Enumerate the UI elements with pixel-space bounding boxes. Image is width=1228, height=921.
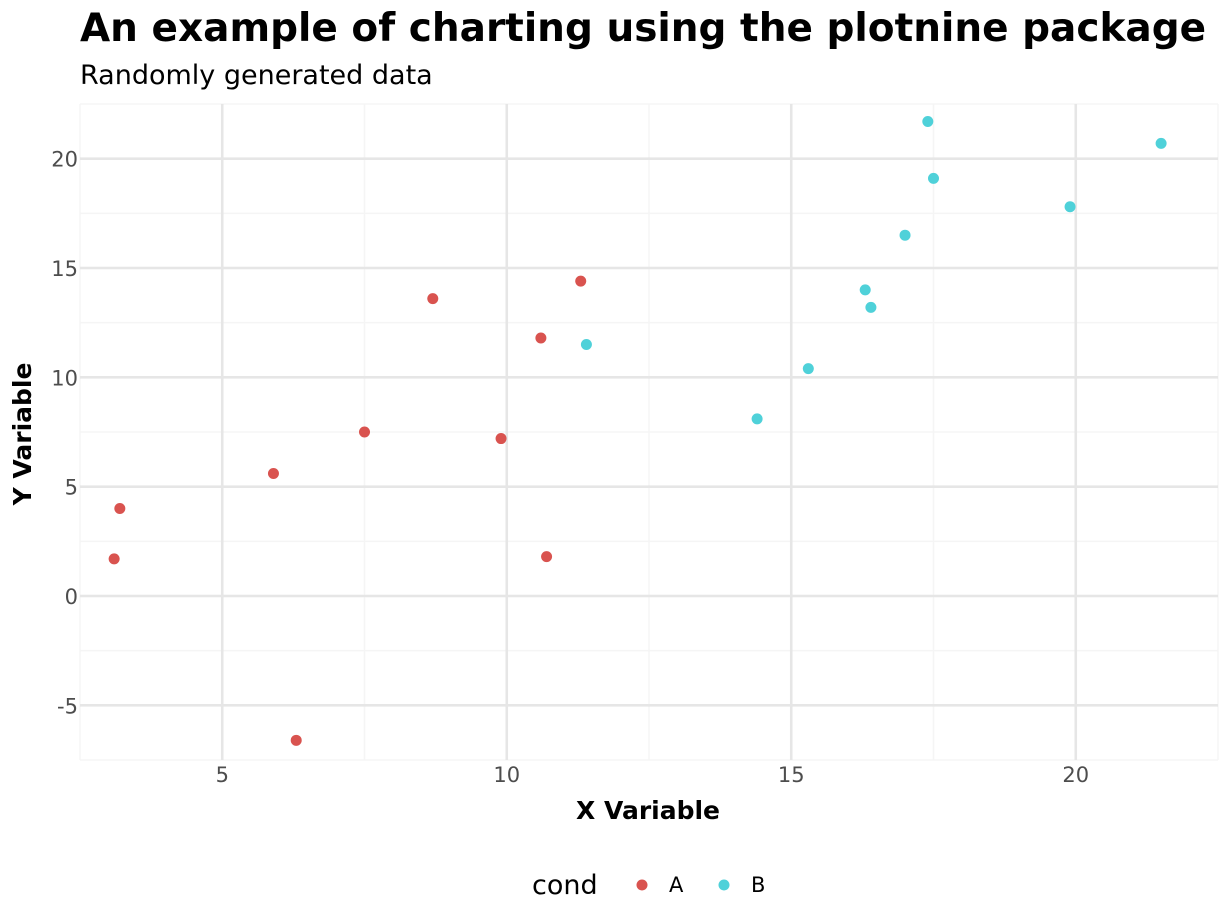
legend-label-b: B [751, 873, 765, 897]
y-axis-title: Y Variable [8, 363, 37, 507]
y-tick-label: 15 [51, 257, 78, 281]
x-tick-label: 10 [493, 763, 520, 787]
y-tick-label: 0 [65, 585, 78, 609]
data-point-a [535, 332, 547, 344]
data-point-a [108, 553, 120, 565]
minor-gridlines [79, 103, 1219, 761]
data-point-a [290, 734, 302, 746]
data-point-b [859, 284, 871, 296]
data-point-a [427, 293, 439, 305]
y-tick-label: 5 [65, 476, 78, 500]
x-axis-ticks: 5 10 15 20 [216, 763, 1090, 787]
data-point-b [580, 339, 592, 351]
data-point-a [541, 551, 553, 563]
data-point-a [575, 275, 587, 287]
data-point-a [114, 503, 126, 515]
data-point-b [899, 229, 911, 241]
y-axis-ticks: -5 0 5 10 15 20 [51, 148, 78, 719]
legend-label-a: A [669, 873, 684, 897]
data-point-b [751, 413, 763, 425]
legend-key-b [718, 879, 730, 891]
data-points [108, 115, 1167, 746]
data-point-b [802, 363, 814, 375]
data-point-b [1064, 201, 1076, 213]
legend-key-a [636, 879, 648, 891]
data-point-b [922, 115, 934, 127]
chart-subtitle: Randomly generated data [80, 60, 433, 91]
data-point-b [1155, 137, 1167, 149]
data-point-a [359, 426, 370, 438]
x-tick-label: 5 [216, 763, 229, 787]
y-tick-label: 10 [51, 366, 78, 390]
x-axis-title: X Variable [576, 796, 720, 825]
x-tick-label: 15 [778, 763, 805, 787]
data-point-b [928, 172, 939, 184]
data-point-a [267, 468, 279, 480]
chart-title: An example of charting using the plotnin… [80, 6, 1207, 51]
legend-title: cond [532, 870, 598, 901]
major-gridlines [80, 104, 1218, 760]
data-point-a [495, 433, 507, 445]
y-tick-label: 20 [51, 148, 78, 172]
y-tick-label: -5 [57, 694, 78, 718]
data-point-b [865, 301, 877, 313]
legend: cond A B [532, 870, 765, 901]
x-tick-label: 20 [1062, 763, 1089, 787]
